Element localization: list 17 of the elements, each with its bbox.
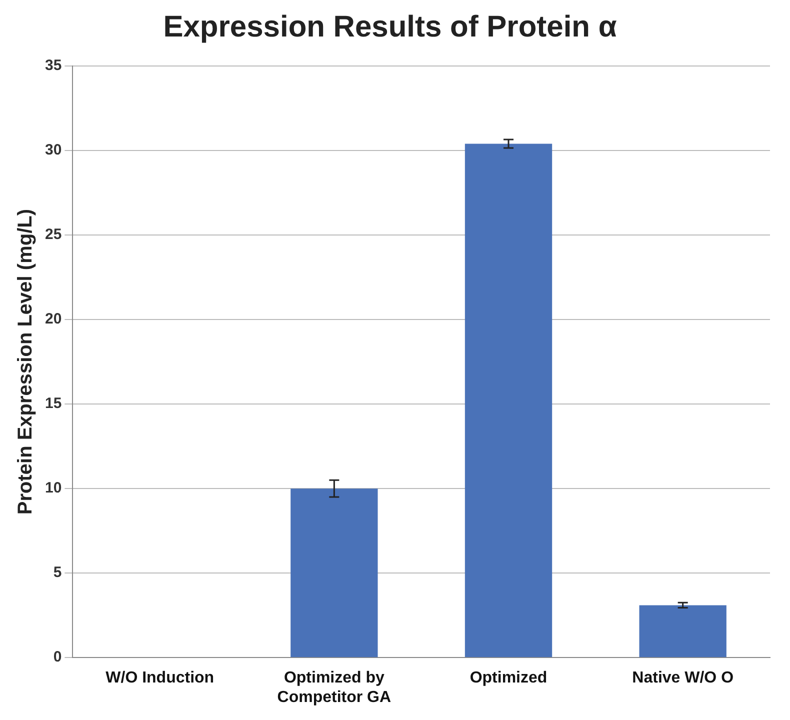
x-tick-label: W/O Induction bbox=[106, 670, 214, 687]
x-tick-label: Native W/O O bbox=[632, 670, 734, 687]
y-tick-label: 30 bbox=[44, 142, 62, 159]
y-tick-label: 15 bbox=[44, 395, 62, 412]
bar bbox=[464, 144, 552, 658]
x-tick-label: Optimized by Competitor GA bbox=[277, 670, 392, 706]
y-axis-title: Protein Expression Level (mg/L) bbox=[14, 208, 37, 515]
y-tick-label: 0 bbox=[53, 648, 62, 666]
x-tick-label: Optimized bbox=[470, 670, 548, 687]
bar bbox=[290, 488, 378, 658]
y-tick-label: 25 bbox=[44, 226, 62, 244]
y-tick-label: 5 bbox=[53, 564, 62, 582]
y-tick-label: 20 bbox=[44, 310, 62, 328]
chart-title: Expression Results of Protein α bbox=[163, 10, 618, 44]
y-tick-label: 10 bbox=[44, 480, 62, 497]
bar bbox=[639, 605, 726, 658]
y-tick-label: 35 bbox=[44, 57, 62, 74]
